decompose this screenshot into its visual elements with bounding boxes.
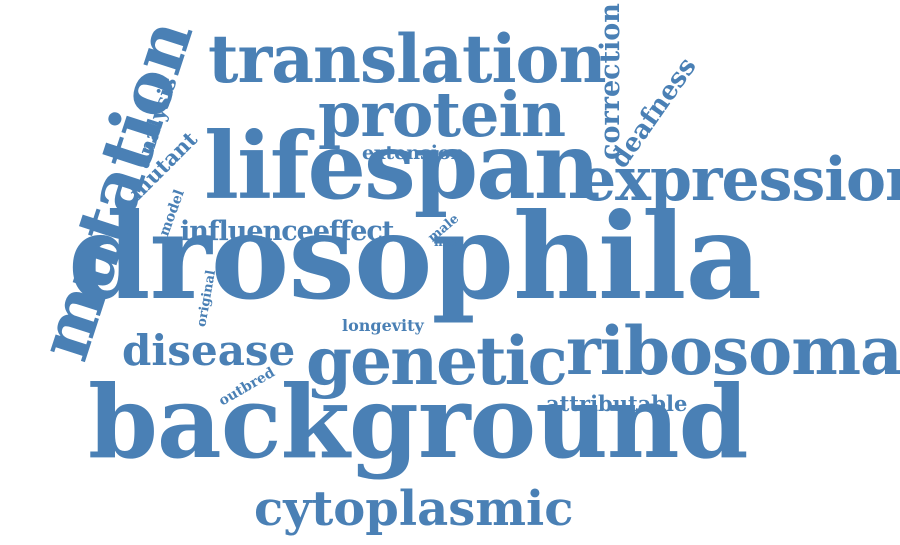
word-lifespan: lifespan [204, 112, 601, 220]
word-expression: expression [578, 145, 900, 215]
word-ribosomal: ribosomal [566, 312, 900, 390]
word-disease: disease [122, 326, 296, 375]
word-translation: translation [208, 20, 607, 98]
word-extension: extension [362, 142, 465, 164]
word-attributable: attributable [546, 391, 688, 416]
word-longevity: longevity [342, 316, 424, 335]
word-drosophila: drosophila [68, 187, 762, 326]
word-flies: flies [434, 235, 462, 249]
word-influenceeffect: influenceeffect [180, 216, 394, 247]
word-genetic: genetic [306, 322, 568, 400]
word-background: background [88, 363, 749, 481]
word-protein: protein [318, 78, 566, 151]
word-cytoplasmic: cytoplasmic [254, 481, 574, 537]
